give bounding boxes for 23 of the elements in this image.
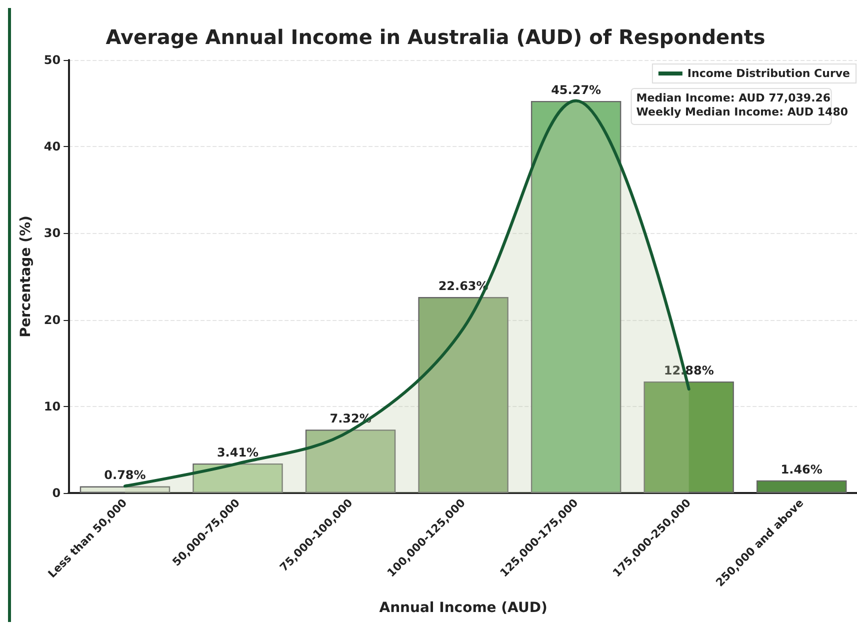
y-tick-label: 20 [44,312,61,327]
bar [80,486,170,493]
y-tick-label: 50 [44,53,61,67]
legend-label: Income Distribution Curve [687,67,850,80]
bar [418,297,508,493]
y-tick-label: 0 [52,486,61,500]
data-label: 3.41% [216,445,259,460]
data-label: 45.27% [551,82,602,97]
data-label: 1.46% [780,462,822,476]
annotation: Weekly Median Income: AUD 1480 [636,106,848,118]
chart-title: Average Annual Income in Australia (AUD) of Respondents [106,25,766,49]
x-axis-title: Annual Income (AUD) [379,600,548,616]
bar [644,381,734,493]
annotation: Median Income: AUD 77,039.26 [636,92,831,104]
bar [192,463,283,493]
y-tick-label: 10 [44,399,61,414]
bar [305,430,396,493]
bar [530,100,622,493]
y-tick-label: 30 [44,226,61,240]
y-tick-label: 40 [44,140,61,154]
data-label: 0.78% [104,468,146,482]
y-axis-title: Percentage (%) [18,216,34,338]
bar [756,480,847,493]
